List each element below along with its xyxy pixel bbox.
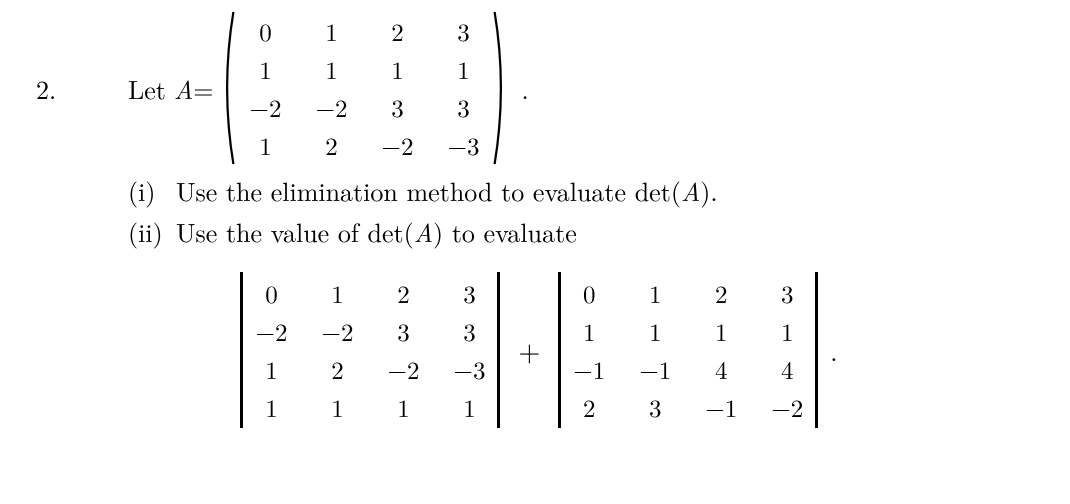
matrix-cell: 1 — [697, 314, 745, 349]
matrix-cell: −1 — [697, 390, 745, 425]
part-i-label: (i) — [128, 172, 176, 209]
matrix-cell: −3 — [439, 128, 487, 163]
matrix-cell: −2 — [379, 352, 427, 387]
matrix-cell: 2 — [373, 14, 421, 49]
matrix-cell: 0 — [241, 14, 289, 49]
matrix-cell: −2 — [313, 314, 361, 349]
plus-sign: + — [518, 330, 540, 370]
matrix-cell: −2 — [247, 314, 295, 349]
final-period: . — [830, 332, 837, 369]
problem-container: 2. Let A = 01231111−2−23312−2−3 . (i) Us… — [36, 10, 1036, 428]
matrix-cell: −2 — [763, 390, 811, 425]
matrix-cell: 0 — [565, 276, 613, 311]
matrix-cell: 3 — [379, 314, 427, 349]
matrix-cell: 2 — [313, 352, 361, 387]
matrix-cell: 1 — [379, 390, 427, 425]
let-prefix: Let — [128, 70, 166, 107]
right-bar-icon — [815, 272, 818, 428]
matrix-cell: 1 — [763, 314, 811, 349]
matrix-cell: 3 — [763, 276, 811, 311]
det1-grid: 0123−2−23312−2−31111 — [243, 272, 497, 428]
matrix-var: A — [174, 70, 193, 107]
determinant-expression: 0123−2−23312−2−31111 + 01231111−1−14423−… — [36, 272, 1036, 428]
problem-statement-row: 2. Let A = 01231111−2−23312−2−3 . — [36, 10, 1036, 166]
matrix-cell: −2 — [241, 90, 289, 125]
matrix-cell: 1 — [307, 52, 355, 87]
matrix-cell: 1 — [247, 352, 295, 387]
matrix-cell: 3 — [439, 90, 487, 125]
matrix-cell: 3 — [445, 276, 493, 311]
matrix-cell: 2 — [379, 276, 427, 311]
part-ii-text: Use the value of det(A) to evaluate — [176, 213, 577, 250]
matrix-cell: 4 — [697, 352, 745, 387]
matrix-cell: 1 — [373, 52, 421, 87]
matrix-cell: 2 — [307, 128, 355, 163]
period: . — [521, 70, 528, 107]
matrix-cell: 1 — [241, 128, 289, 163]
matrix-cell: 0 — [247, 276, 295, 311]
matrix-A-grid: 01231111−2−23312−2−3 — [237, 10, 491, 166]
matrix-cell: 1 — [313, 390, 361, 425]
matrix-cell: 3 — [373, 90, 421, 125]
matrix-cell: 3 — [439, 14, 487, 49]
matrix-cell: 1 — [247, 390, 295, 425]
problem-number: 2. — [36, 70, 128, 107]
matrix-cell: −2 — [307, 90, 355, 125]
matrix-cell: 1 — [313, 276, 361, 311]
equals: = — [193, 70, 213, 107]
matrix-cell: 1 — [631, 276, 679, 311]
part-ii-row: (ii) Use the value of det(A) to evaluate — [128, 213, 1036, 250]
matrix-cell: 1 — [439, 52, 487, 87]
det1: 0123−2−23312−2−31111 — [240, 272, 500, 428]
matrix-cell: 1 — [445, 390, 493, 425]
matrix-cell: −3 — [445, 352, 493, 387]
matrix-A: 01231111−2−23312−2−3 — [219, 10, 509, 166]
matrix-cell: −2 — [373, 128, 421, 163]
part-ii-label: (ii) — [128, 213, 176, 250]
matrix-cell: 1 — [631, 314, 679, 349]
matrix-cell: 3 — [631, 390, 679, 425]
matrix-cell: −1 — [565, 352, 613, 387]
matrix-cell: 1 — [241, 52, 289, 87]
part-i-text: Use the elimination method to evaluate d… — [176, 172, 718, 209]
matrix-cell: 2 — [565, 390, 613, 425]
part-i-row: (i) Use the elimination method to evalua… — [128, 172, 1036, 209]
det2-grid: 01231111−1−14423−1−2 — [561, 272, 815, 428]
det2: 01231111−1−14423−1−2 — [558, 272, 818, 428]
matrix-cell: 4 — [763, 352, 811, 387]
matrix-cell: 1 — [307, 14, 355, 49]
left-paren-icon — [219, 10, 237, 166]
right-paren-icon — [491, 10, 509, 166]
matrix-cell: 3 — [445, 314, 493, 349]
matrix-cell: 2 — [697, 276, 745, 311]
matrix-cell: 1 — [565, 314, 613, 349]
matrix-cell: −1 — [631, 352, 679, 387]
right-bar-icon — [497, 272, 500, 428]
